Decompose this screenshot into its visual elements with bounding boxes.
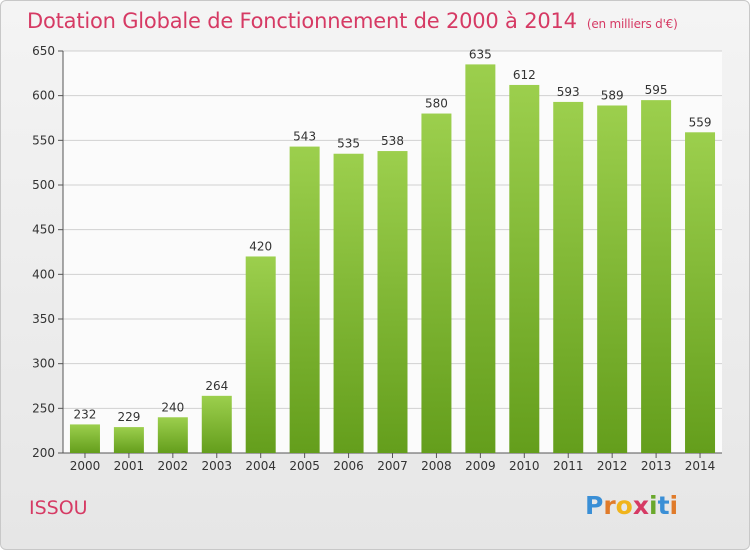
bar — [69, 424, 100, 453]
chart-title: Dotation Globale de Fonctionnement de 20… — [27, 9, 678, 33]
bar — [465, 64, 496, 454]
bar — [509, 84, 540, 454]
bar-value-label: 589 — [601, 88, 624, 102]
bar-value-label: 543 — [293, 130, 316, 144]
x-tick-label: 2014 — [685, 459, 716, 473]
bar-value-label: 535 — [337, 137, 360, 151]
x-tick-label: 2006 — [333, 459, 364, 473]
x-tick-label: 2010 — [509, 459, 540, 473]
x-tick-label: 2004 — [245, 459, 276, 473]
x-tick-label: 2011 — [553, 459, 584, 473]
x-tick-label: 2002 — [158, 459, 189, 473]
bar-value-label: 593 — [557, 85, 580, 99]
bar — [377, 151, 408, 453]
bar — [245, 256, 276, 453]
bar-value-label: 229 — [117, 410, 140, 424]
bar-value-label: 240 — [161, 400, 184, 414]
x-tick-label: 2007 — [377, 459, 408, 473]
x-tick-label: 2012 — [597, 459, 628, 473]
y-tick-label: 400 — [32, 267, 55, 281]
city-name: ISSOU — [29, 497, 88, 519]
bar — [685, 132, 716, 453]
bar-value-label: 264 — [205, 379, 228, 393]
bar — [289, 146, 320, 453]
bar-value-label: 559 — [689, 115, 712, 129]
y-tick-label: 550 — [32, 133, 55, 147]
bar-value-label: 538 — [381, 134, 404, 148]
y-tick-label: 650 — [32, 44, 55, 58]
x-tick-label: 2013 — [641, 459, 672, 473]
x-tick-label: 2009 — [465, 459, 496, 473]
x-tick-label: 2003 — [201, 459, 232, 473]
y-tick-label: 250 — [32, 401, 55, 415]
bar-value-label: 580 — [425, 97, 448, 111]
x-tick-label: 2001 — [114, 459, 145, 473]
y-tick-label: 500 — [32, 178, 55, 192]
y-tick-label: 200 — [32, 446, 55, 460]
bar — [201, 395, 232, 453]
bar — [641, 100, 672, 453]
x-tick-label: 2000 — [70, 459, 101, 473]
y-tick-label: 600 — [32, 89, 55, 103]
y-tick-label: 450 — [32, 223, 55, 237]
bar — [113, 427, 144, 453]
x-tick-label: 2008 — [421, 459, 452, 473]
bar-value-label: 232 — [74, 407, 97, 421]
bar — [421, 113, 452, 454]
bar — [597, 105, 628, 453]
bar — [333, 153, 364, 453]
unit-note: (en milliers d'€) — [586, 17, 678, 31]
bar-value-label: 420 — [249, 239, 272, 253]
bar-value-label: 595 — [645, 83, 668, 97]
y-tick-label: 350 — [32, 312, 55, 326]
bar-value-label: 635 — [469, 47, 492, 61]
x-tick-label: 2005 — [289, 459, 320, 473]
bar — [157, 417, 188, 453]
y-tick-label: 300 — [32, 357, 55, 371]
bar-value-label: 612 — [513, 68, 536, 82]
proxiti-logo: Proxiti — [585, 491, 679, 520]
bar — [553, 101, 584, 454]
